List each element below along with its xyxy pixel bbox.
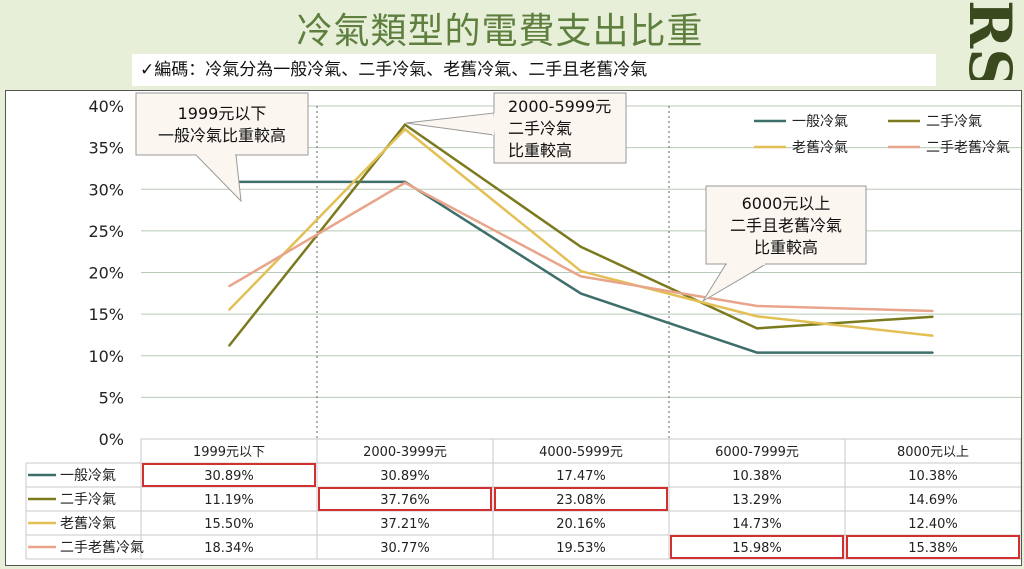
table-cell: 14.73% (732, 517, 782, 532)
callout-text: 1999元以下 (178, 104, 267, 123)
table-cell: 15.98% (732, 541, 782, 556)
callout-box (135, 92, 309, 156)
table-cell: 20.16% (556, 517, 606, 532)
callout-text: 二手冷氣 (508, 119, 572, 138)
table-cell: 11.19% (204, 493, 254, 508)
table-cell: 37.76% (380, 493, 430, 508)
y-tick-label: 35% (88, 139, 124, 158)
y-tick-label: 10% (88, 347, 124, 366)
data-point (932, 315, 934, 318)
x-category-label: 2000-3999元 (363, 445, 447, 460)
table-cell: 14.69% (908, 493, 958, 508)
table-cell: 17.47% (556, 469, 606, 484)
data-point (756, 315, 758, 318)
table-cell: 30.89% (204, 469, 254, 484)
callout-joint (492, 112, 496, 136)
table-cell: 10.38% (908, 469, 958, 484)
callout-pointer (702, 263, 768, 302)
table-cell: 15.38% (908, 541, 958, 556)
row-series-name: 二手冷氣 (60, 492, 116, 508)
rsprc-logo: RSP (956, 0, 1024, 80)
table-cell: 15.50% (204, 517, 254, 532)
callout-text: 6000元以上 (742, 194, 831, 213)
chart-panel: 0% 5% 10% 15% 20% 25% 30% 35% 40% 一般冷氣 二手冷氣 老舊冷氣 二手老… (5, 90, 1022, 566)
y-tick-label: 20% (88, 264, 124, 283)
data-point (228, 309, 230, 311)
data-point (932, 310, 934, 312)
row-series-name: 老舊冷氣 (60, 516, 116, 532)
callout-pointer (405, 112, 495, 136)
data-point (228, 345, 230, 347)
data-point (580, 270, 582, 272)
table-cell: 12.40% (908, 517, 958, 532)
y-tick-label: 0% (99, 430, 124, 449)
x-category-label: 4000-5999元 (539, 445, 623, 460)
data-point (404, 128, 406, 131)
legend-label: 二手冷氣 (926, 114, 982, 130)
y-tick-label: 30% (88, 180, 124, 199)
data-point (932, 334, 934, 337)
callout-text: 比重較高 (508, 141, 572, 160)
highlight-box (318, 487, 492, 511)
callout-text: 比重較高 (754, 238, 818, 257)
x-category-label: 6000-7999元 (715, 445, 799, 460)
y-tick-label: 25% (88, 222, 124, 241)
y-tick-label: 5% (99, 388, 124, 407)
data-point (404, 182, 406, 184)
table-cell: 13.29% (732, 493, 782, 508)
data-point (580, 275, 582, 278)
highlight-box (846, 535, 1020, 559)
table-cell: 23.08% (556, 493, 606, 508)
table-cell: 19.53% (556, 541, 606, 556)
table-cell: 37.21% (380, 517, 430, 532)
row-series-name: 二手老舊冷氣 (60, 540, 144, 556)
data-point (580, 246, 582, 248)
table-cell: 30.89% (380, 469, 430, 484)
legend-label: 二手老舊冷氣 (926, 140, 1010, 156)
y-tick-label: 40% (88, 97, 124, 116)
data-point (932, 351, 934, 354)
table-cell: 30.77% (380, 541, 430, 556)
y-tick-label: 15% (88, 305, 124, 324)
table-cell: 18.34% (204, 541, 254, 556)
x-category-label: 1999元以下 (193, 445, 265, 460)
highlight-box (670, 535, 844, 559)
row-series-name: 一般冷氣 (60, 468, 116, 484)
callout-text: 一般冷氣比重較高 (158, 126, 286, 145)
data-point (228, 285, 230, 288)
checkmark-icon: ✓ (140, 60, 155, 80)
coding-note-text: 編碼：冷氣分為一般冷氣、二手冷氣、老舊冷氣、二手且老舊冷氣 (154, 60, 648, 80)
data-point (580, 292, 582, 295)
callout-box (705, 185, 867, 265)
data-point (756, 327, 758, 330)
data-point (756, 305, 758, 307)
callout-text: 二手且老舊冷氣 (730, 216, 842, 235)
callout-pointer (194, 154, 242, 203)
data-point (756, 351, 758, 354)
highlight-box (494, 487, 668, 511)
slide-title: 冷氣類型的電費支出比重 (296, 11, 704, 52)
coding-note: ✓編碼：冷氣分為一般冷氣、二手冷氣、老舊冷氣、二手且老舊冷氣 (132, 54, 936, 86)
table-cell: 10.38% (732, 469, 782, 484)
legend-label: 一般冷氣 (792, 114, 848, 130)
data-point (404, 123, 406, 126)
highlight-box (142, 463, 316, 487)
x-category-label: 8000元以上 (897, 445, 969, 460)
callout-box (493, 92, 627, 164)
callout-text: 2000-5999元 (508, 97, 611, 116)
legend-label: 老舊冷氣 (792, 140, 848, 156)
